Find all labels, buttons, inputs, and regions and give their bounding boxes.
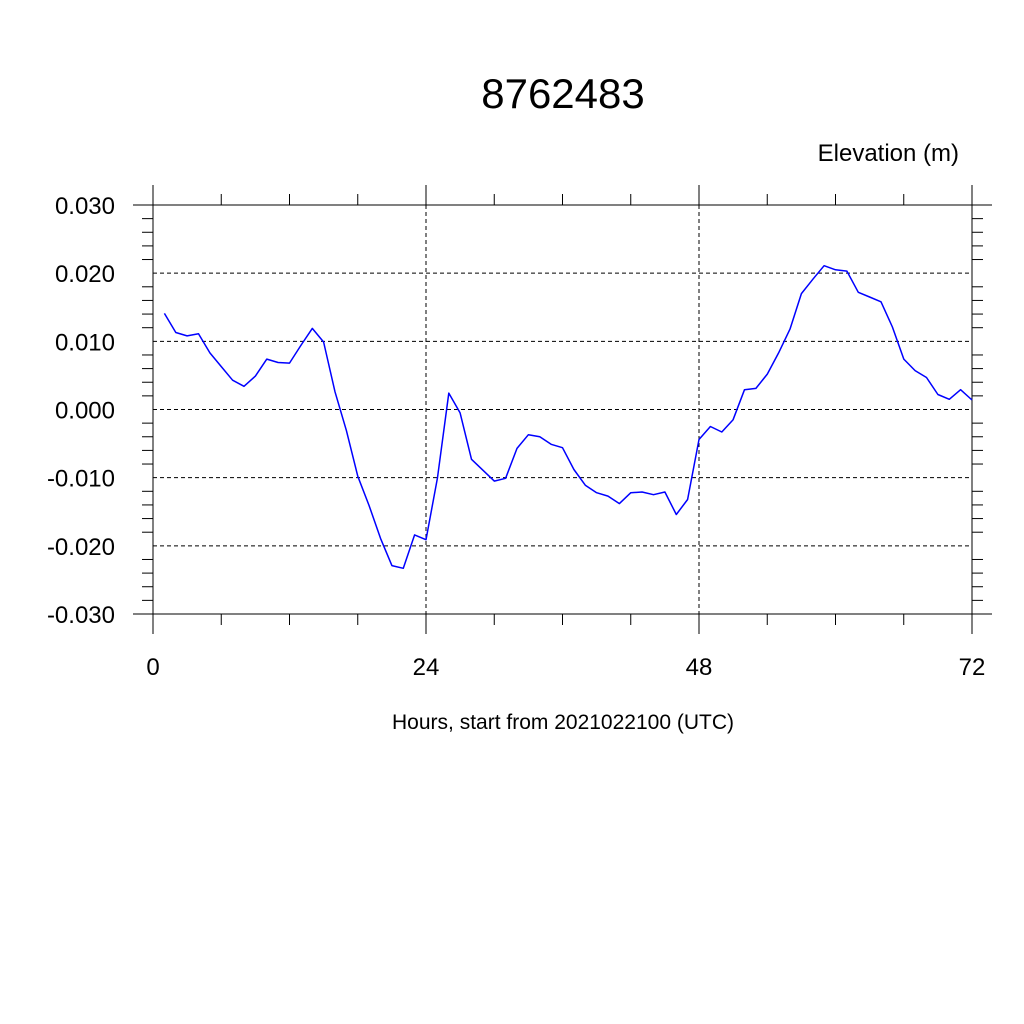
elevation-series-line: [163, 264, 973, 570]
chart-subtitle: Elevation (m): [818, 140, 959, 167]
y-tick-label: -0.020: [47, 534, 115, 561]
x-tick-label: 72: [959, 654, 986, 681]
x-tick-label: 0: [146, 654, 159, 681]
y-tick-label: 0.020: [55, 261, 115, 288]
chart-title: 8762483: [481, 70, 645, 117]
x-axis-label: Hours, start from 2021022100 (UTC): [392, 711, 734, 734]
y-tick-label: -0.010: [47, 466, 115, 493]
series-layer: [163, 264, 973, 570]
y-tick-label: 0.010: [55, 329, 115, 356]
gridlines: [153, 204, 972, 615]
x-tick-label: 24: [413, 654, 440, 681]
axis-ticks: [142, 185, 983, 634]
y-tick-label: -0.030: [47, 602, 115, 629]
x-tick-label: 48: [686, 654, 713, 681]
y-tick-label: 0.030: [55, 193, 115, 220]
y-tick-label: 0.000: [55, 398, 115, 425]
tick-labels: 0.030 0.020 0.010 0.000 -0.010 -0.020 -0.030 0 2…: [47, 193, 985, 681]
